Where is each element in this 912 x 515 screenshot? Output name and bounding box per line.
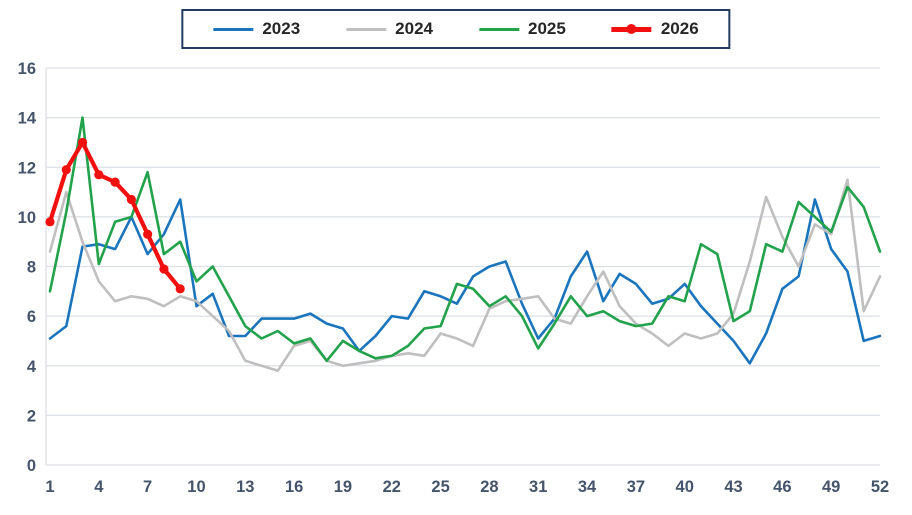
- x-tick-label: 52: [871, 478, 889, 496]
- y-tick-label: 14: [18, 110, 37, 128]
- series-line-2023: [48, 198, 882, 365]
- x-tick-label: 40: [676, 478, 694, 496]
- y-tick-label: 16: [18, 60, 36, 78]
- legend-swatch-2024-icon: [346, 24, 387, 34]
- y-tick-label: 4: [27, 358, 37, 376]
- y-tick-label: 0: [27, 457, 36, 475]
- y-tick-label: 8: [27, 259, 36, 277]
- legend-label-2024: 2024: [395, 19, 433, 38]
- x-tick-label: 31: [529, 478, 547, 496]
- legend-item-2023: 2023: [213, 19, 300, 39]
- series-line-2024: [48, 178, 882, 373]
- legend-swatch-2025-icon: [479, 24, 519, 34]
- x-tick-label: 16: [285, 478, 303, 496]
- y-axis-labels: 0 2 4 6 8 10 12 14 16: [18, 60, 37, 475]
- legend: 2023 2024 2025 2026: [181, 9, 731, 49]
- series-markers-2026: [45, 137, 185, 294]
- y-tick-label: 12: [18, 159, 36, 177]
- x-tick-label: 37: [627, 478, 645, 496]
- y-tick-label: 2: [27, 407, 36, 425]
- x-tick-label: 19: [334, 478, 352, 496]
- x-tick-label: 10: [187, 478, 205, 496]
- series-line-2025: [48, 116, 882, 363]
- legend-label-2023: 2023: [262, 19, 301, 38]
- x-tick-label: 28: [480, 478, 498, 496]
- legend-item-2025: 2025: [479, 19, 566, 39]
- x-tick-label: 7: [143, 478, 152, 496]
- legend-label-2026: 2026: [660, 19, 699, 38]
- x-axis-labels: 1 4 7 10 13 16 19 22 25 28 31 34 37 40 43 46 49 52: [45, 478, 889, 496]
- legend-label-2025: 2025: [528, 19, 566, 38]
- y-tick-label: 10: [18, 209, 36, 227]
- x-tick-label: 43: [724, 478, 742, 496]
- y-tick-label: 6: [27, 308, 36, 326]
- x-tick-label: 49: [822, 478, 840, 496]
- x-tick-label: 34: [578, 478, 597, 496]
- legend-item-2024: 2024: [346, 19, 433, 39]
- x-tick-label: 13: [236, 478, 254, 496]
- x-tick-label: 25: [431, 478, 449, 496]
- y-gridlines: [45, 67, 880, 466]
- x-tick-label: 1: [45, 478, 54, 496]
- legend-swatch-2023-icon: [213, 24, 254, 34]
- legend-swatch-2026-icon: [611, 24, 652, 34]
- legend-item-2026: 2026: [611, 19, 699, 39]
- x-tick-label: 4: [94, 478, 104, 496]
- x-tick-label: 46: [773, 478, 791, 496]
- x-tick-label: 22: [383, 478, 401, 496]
